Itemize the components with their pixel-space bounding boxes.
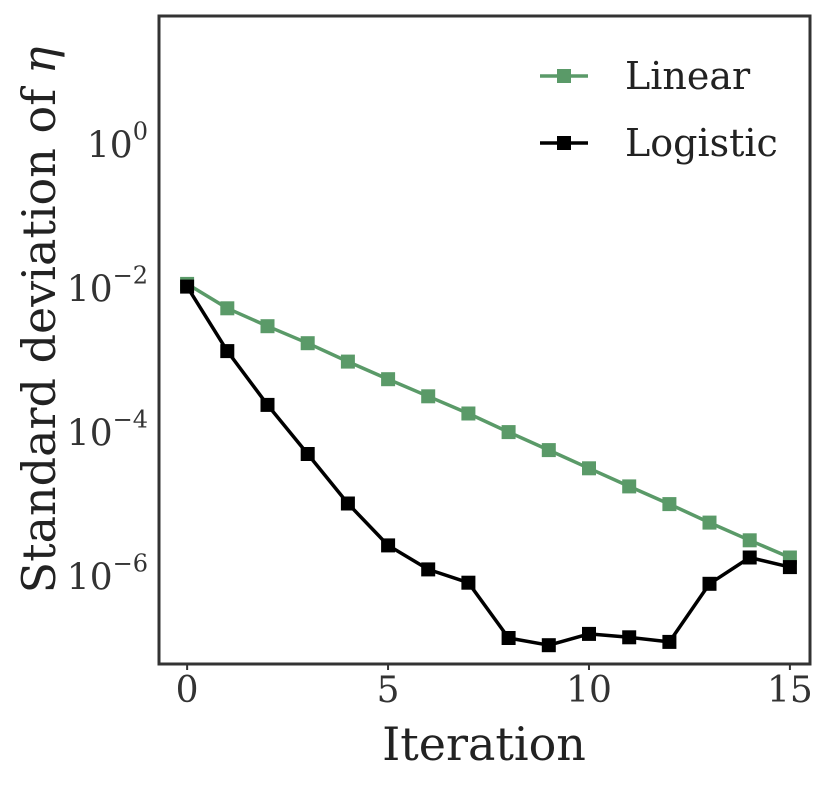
data-point-linear-8: [501, 425, 516, 440]
y-tick-label--4: 10−4: [67, 406, 148, 455]
data-point-logistic-1: [220, 344, 235, 359]
data-point-linear-13: [702, 515, 717, 530]
data-point-logistic-4: [340, 496, 355, 511]
x-axis-ticks: 0 5 10 15: [176, 664, 813, 711]
x-tick-label-15: 15: [767, 670, 813, 711]
legend: Linear Logistic: [540, 54, 778, 165]
legend-marker-linear: [557, 69, 571, 83]
data-point-logistic-9: [541, 638, 556, 653]
data-point-logistic-3: [300, 447, 315, 461]
data-point-linear-10: [582, 461, 596, 476]
y-tick-exponent: −2: [113, 262, 148, 290]
data-point-logistic-6: [421, 562, 436, 577]
y-tick-base: 10: [67, 414, 113, 455]
data-point-logistic-13: [702, 576, 717, 591]
y-tick-base: 10: [87, 126, 133, 167]
y-tick-exponent: −6: [113, 550, 148, 578]
data-point-linear-9: [541, 443, 556, 458]
data-point-logistic-14: [742, 550, 757, 565]
data-point-logistic-10: [582, 626, 596, 641]
data-point-linear-12: [662, 497, 677, 512]
data-point-linear-11: [622, 479, 637, 494]
data-point-linear-2: [260, 319, 275, 334]
series-line-linear: [186, 282, 791, 560]
data-point-logistic-2: [260, 397, 275, 412]
data-point-logistic-8: [501, 631, 516, 645]
x-tick-label-5: 5: [377, 670, 400, 711]
data-point-logistic-12: [662, 634, 677, 649]
y-tick-exponent: 0: [133, 118, 148, 146]
series-line-logistic: [185, 285, 791, 647]
legend-label-logistic: Logistic: [625, 121, 778, 165]
y-tick-base: 10: [67, 558, 113, 599]
data-point-logistic-0: [180, 279, 195, 294]
y-tick-label--2: 10−2: [67, 262, 148, 311]
y-axis-title: Standard deviation of η: [12, 46, 66, 593]
data-point-linear-14: [742, 533, 757, 548]
x-axis-title: Iteration: [382, 717, 586, 771]
data-point-logistic-5: [381, 538, 396, 553]
x-tick-label-0: 0: [176, 670, 199, 711]
legend-label-linear: Linear: [625, 54, 751, 98]
data-point-linear-6: [421, 389, 436, 404]
data-point-logistic-15: [782, 560, 797, 575]
plot-frame: [157, 14, 812, 666]
data-point-linear-3: [300, 336, 315, 351]
y-tick-exponent: −4: [113, 406, 148, 434]
series-layer: [180, 276, 797, 653]
data-point-linear-4: [340, 354, 355, 369]
y-axis-title-text: Standard deviation of: [12, 86, 66, 594]
data-point-linear-5: [381, 372, 396, 387]
y-tick-label-0: 100: [87, 118, 148, 167]
y-tick-base: 10: [67, 270, 113, 311]
data-point-linear-7: [461, 406, 476, 421]
x-tick-label-10: 10: [566, 670, 612, 711]
data-point-logistic-11: [622, 630, 637, 645]
data-point-logistic-7: [461, 575, 476, 590]
y-axis-title-symbol: η: [12, 46, 66, 74]
legend-marker-logistic: [557, 136, 571, 150]
data-point-linear-1: [220, 301, 235, 316]
y-tick-label--6: 10−6: [67, 550, 148, 599]
